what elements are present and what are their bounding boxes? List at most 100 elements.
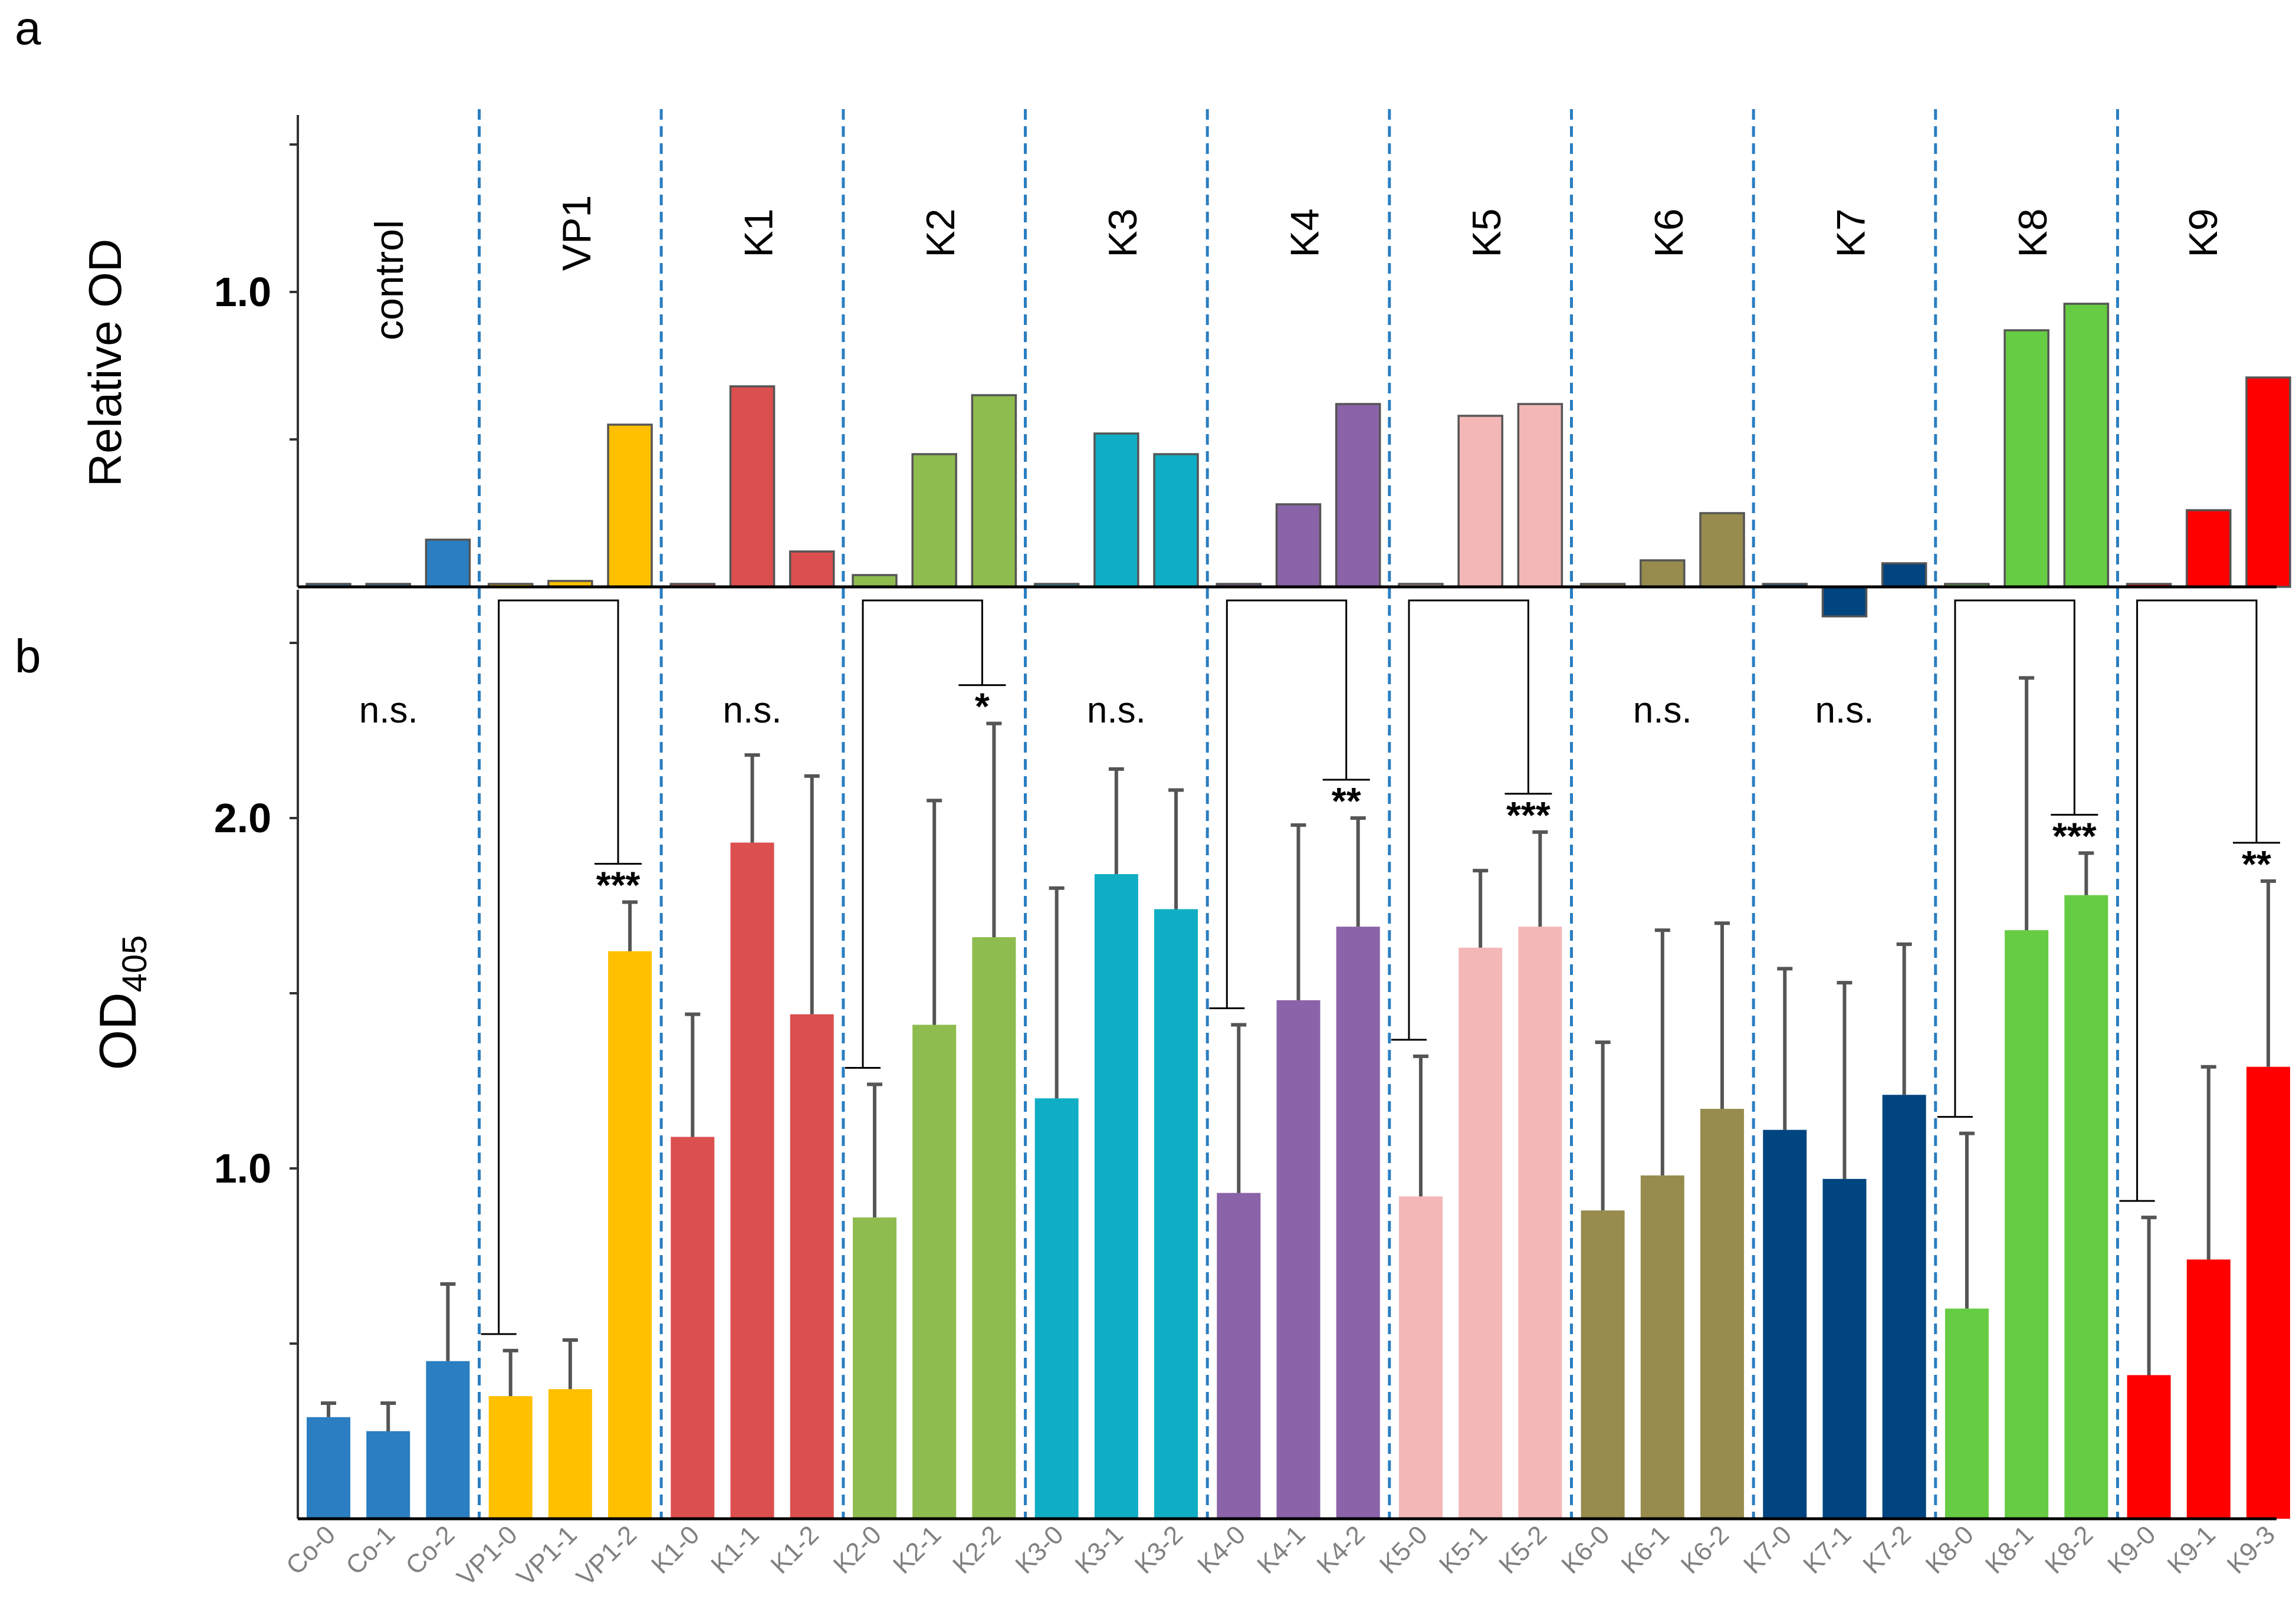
bar-b-k2-1 bbox=[912, 1024, 957, 1519]
annotation-k1-ns: n.s. bbox=[723, 690, 782, 731]
bar-b-vp1-2 bbox=[608, 951, 652, 1519]
bar-a-k6-1 bbox=[1640, 559, 1686, 588]
x-tick-label-k2-1: K2-1 bbox=[888, 1520, 947, 1579]
bar-b-k5-2 bbox=[1518, 927, 1562, 1519]
annotation-k9-significance: ** bbox=[2242, 843, 2271, 885]
bar-b-k5-0 bbox=[1398, 1196, 1443, 1519]
group-label-k9: K9 bbox=[2181, 208, 2226, 257]
bar-a-k5-2 bbox=[1517, 403, 1563, 588]
bar-a-k2-2 bbox=[971, 394, 1017, 588]
x-tick-label-k3-1: K3-1 bbox=[1070, 1520, 1129, 1579]
x-tick-label-k9-0: K9-0 bbox=[2102, 1520, 2161, 1579]
bar-b-k8-2 bbox=[2064, 895, 2108, 1519]
bar-a-k3-1 bbox=[1093, 432, 1139, 588]
y-axis-label-od405: OD405 bbox=[88, 935, 154, 1071]
significance-brackets bbox=[481, 599, 2280, 1335]
bar-b-k8-0 bbox=[1944, 1308, 1989, 1519]
x-tick-label-k1-1: K1-1 bbox=[705, 1520, 764, 1579]
bar-a-k2-0 bbox=[852, 574, 898, 588]
x-tick-label-k6-1: K6-1 bbox=[1616, 1520, 1675, 1579]
x-tick-label-k8-2: K8-2 bbox=[2039, 1520, 2098, 1579]
error-bar-k1-0 bbox=[685, 1012, 701, 1137]
bar-a-k9-1 bbox=[2186, 509, 2232, 588]
significance-bracket-vp1 bbox=[481, 599, 642, 1335]
x-tick-label-k7-2: K7-2 bbox=[1857, 1520, 1916, 1579]
group-label-k8: K8 bbox=[2011, 208, 2055, 257]
x-tick-label-k5-2: K5-2 bbox=[1493, 1520, 1552, 1579]
error-bar-co-2 bbox=[440, 1282, 456, 1361]
x-tick-label-k7-0: K7-0 bbox=[1738, 1520, 1797, 1579]
x-tick-label-k9-3: K9-3 bbox=[2222, 1520, 2281, 1579]
error-bar-k4-2 bbox=[1350, 816, 1366, 927]
error-bar-vp1-1 bbox=[562, 1338, 578, 1390]
group-label-k1: K1 bbox=[737, 208, 781, 257]
x-tick-label-k1-0: K1-0 bbox=[646, 1520, 705, 1579]
error-bar-k9-0 bbox=[2141, 1216, 2157, 1375]
error-bar-k2-0 bbox=[866, 1082, 882, 1218]
error-bar-k6-1 bbox=[1654, 928, 1670, 1175]
error-bar-k6-0 bbox=[1595, 1040, 1611, 1211]
error-bar-k3-0 bbox=[1049, 886, 1065, 1099]
annotation-k7-ns: n.s. bbox=[1815, 690, 1874, 731]
annotation-k6-ns: n.s. bbox=[1633, 690, 1692, 731]
x-tick-label-k1-2: K1-2 bbox=[765, 1520, 824, 1579]
bar-b-k9-1 bbox=[2186, 1259, 2231, 1519]
bar-b-k1-0 bbox=[671, 1137, 715, 1519]
x-tick-label-vp1-2: VP1-2 bbox=[571, 1520, 642, 1591]
x-tick-label-k7-1: K7-1 bbox=[1798, 1520, 1857, 1579]
x-tick-label-k4-1: K4-1 bbox=[1252, 1520, 1310, 1579]
error-bar-k4-1 bbox=[1290, 823, 1306, 1000]
group-label-k2: K2 bbox=[918, 208, 963, 257]
group-label-k3: K3 bbox=[1101, 208, 1145, 257]
x-tick-label-k8-0: K8-0 bbox=[1920, 1520, 1979, 1579]
bar-b-co-2 bbox=[426, 1361, 470, 1519]
bracket-line bbox=[2136, 599, 2258, 1201]
error-bar-k2-1 bbox=[927, 799, 942, 1025]
error-bar-co-1 bbox=[380, 1401, 396, 1431]
group-label-k7: K7 bbox=[1828, 208, 1873, 257]
bracket-line bbox=[1408, 599, 1529, 1040]
bar-a-k8-1 bbox=[2003, 329, 2049, 588]
error-bar-k4-0 bbox=[1231, 1023, 1247, 1193]
bars-panel-b bbox=[307, 842, 2290, 1519]
bar-b-co-0 bbox=[307, 1417, 350, 1519]
significance-bracket-k9 bbox=[2119, 599, 2280, 1202]
x-tick-label-k6-2: K6-2 bbox=[1676, 1520, 1735, 1579]
y-axis-label-subscript: 405 bbox=[116, 935, 154, 993]
x-tick-label-vp1-0: VP1-0 bbox=[452, 1520, 523, 1591]
bar-a-k7-2 bbox=[1881, 562, 1927, 588]
panel-label-a: a bbox=[15, 2, 41, 54]
bar-b-k5-1 bbox=[1459, 947, 1503, 1519]
bar-b-k1-2 bbox=[790, 1014, 834, 1519]
annotation-vp1-significance: *** bbox=[596, 864, 640, 907]
annotation-k2-significance: * bbox=[975, 685, 990, 728]
bar-b-k2-2 bbox=[972, 937, 1016, 1519]
error-bar-k8-0 bbox=[1959, 1131, 1975, 1309]
error-bar-k1-1 bbox=[744, 753, 760, 843]
x-tick-label-co-1: Co-1 bbox=[340, 1520, 400, 1580]
error-bar-k2-2 bbox=[986, 721, 1002, 937]
error-bar-k1-2 bbox=[804, 774, 820, 1014]
bracket-line bbox=[498, 599, 619, 1334]
significance-bracket-k8 bbox=[1937, 599, 2098, 1118]
error-bar-vp1-0 bbox=[502, 1348, 518, 1397]
error-bar-k9-3 bbox=[2261, 879, 2276, 1067]
error-bar-k7-2 bbox=[1896, 942, 1912, 1095]
error-bars bbox=[321, 676, 2276, 1431]
error-bar-k6-2 bbox=[1714, 921, 1730, 1109]
significance-bracket-k5 bbox=[1391, 599, 1552, 1041]
bar-b-k8-1 bbox=[2005, 930, 2049, 1519]
x-tick-label-k3-2: K3-2 bbox=[1129, 1520, 1188, 1579]
bar-a-k5-1 bbox=[1457, 415, 1503, 588]
significance-bracket-k2 bbox=[845, 599, 1006, 1069]
x-tick-label-k4-2: K4-2 bbox=[1311, 1520, 1370, 1579]
bar-b-k3-2 bbox=[1154, 909, 1198, 1519]
bar-b-vp1-1 bbox=[548, 1389, 592, 1519]
bar-a-vp1-2 bbox=[607, 423, 653, 588]
bar-a-k9-3 bbox=[2245, 376, 2291, 588]
bar-b-k9-3 bbox=[2246, 1066, 2290, 1519]
bar-b-k7-1 bbox=[1822, 1178, 1867, 1519]
bar-a-k3-2 bbox=[1153, 453, 1199, 588]
error-bar-vp1-2 bbox=[622, 900, 638, 951]
x-tick-label-k6-0: K6-0 bbox=[1556, 1520, 1615, 1579]
